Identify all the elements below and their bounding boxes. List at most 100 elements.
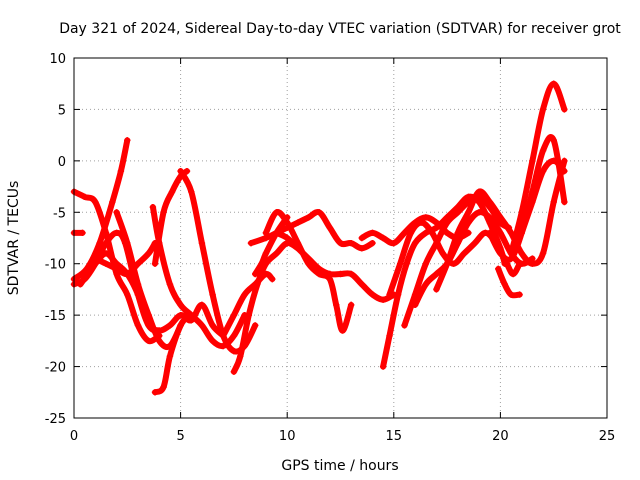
data-point-marker bbox=[379, 296, 387, 303]
data-point-marker bbox=[347, 270, 355, 278]
x-tick-label: 5 bbox=[176, 429, 184, 444]
y-tick-label: -15 bbox=[45, 309, 66, 324]
y-tick-label: -20 bbox=[45, 361, 66, 376]
data-point-marker bbox=[550, 80, 557, 87]
data-point-marker bbox=[516, 291, 523, 298]
data-point-marker bbox=[422, 229, 429, 237]
data-point-marker bbox=[160, 383, 167, 391]
data-point-marker bbox=[539, 147, 547, 154]
data-point-marker bbox=[497, 214, 504, 221]
data-point-marker bbox=[411, 301, 419, 309]
data-point-marker bbox=[450, 260, 457, 267]
tick-label-layer: 0 5 10 15 20 25 -25 -20 -15 -10 -5 0 5 10 bbox=[45, 52, 616, 444]
series-line bbox=[262, 209, 355, 334]
x-tick-label: 0 bbox=[70, 429, 78, 444]
data-point-marker bbox=[209, 337, 216, 345]
data-point-marker bbox=[166, 281, 174, 288]
data-point-marker bbox=[394, 291, 402, 298]
data-point-marker bbox=[273, 250, 280, 257]
y-tick-label: -5 bbox=[53, 206, 66, 221]
data-point-marker bbox=[433, 239, 440, 247]
data-point-marker bbox=[252, 270, 259, 278]
data-point-marker bbox=[305, 255, 312, 262]
data-point-marker bbox=[145, 337, 152, 345]
data-point-marker bbox=[273, 209, 280, 216]
data-point-marker bbox=[315, 209, 323, 216]
data-point-marker bbox=[358, 245, 366, 252]
data-point-marker bbox=[273, 229, 280, 237]
y-tick-label: 5 bbox=[58, 103, 66, 118]
data-point-marker bbox=[379, 234, 387, 242]
data-point-marker bbox=[550, 198, 557, 206]
data-point-marker bbox=[102, 260, 110, 267]
data-point-marker bbox=[77, 281, 84, 288]
data-point-marker bbox=[247, 239, 255, 247]
data-point-marker bbox=[177, 167, 184, 175]
data-point-marker bbox=[561, 198, 568, 206]
data-point-marker bbox=[454, 209, 461, 216]
data-point-marker bbox=[460, 250, 468, 257]
tick-layer bbox=[73, 57, 608, 419]
series-sat-b bbox=[70, 137, 131, 283]
data-point-marker bbox=[230, 311, 238, 319]
data-point-marker bbox=[252, 322, 259, 329]
data-point-marker bbox=[160, 209, 167, 216]
data-point-marker bbox=[443, 219, 451, 226]
x-tick-label: 10 bbox=[279, 429, 296, 444]
data-point-marker bbox=[507, 250, 515, 257]
data-point-marker bbox=[497, 229, 504, 237]
data-point-marker bbox=[339, 327, 346, 334]
data-point-marker bbox=[347, 301, 355, 309]
data-point-marker bbox=[439, 250, 447, 257]
data-point-marker bbox=[386, 291, 393, 298]
series-sat-n bbox=[220, 270, 276, 339]
data-point-marker bbox=[183, 167, 191, 175]
data-point-marker bbox=[379, 363, 387, 370]
data-point-marker bbox=[294, 245, 302, 252]
series-sat-w bbox=[433, 157, 568, 293]
data-point-marker bbox=[151, 260, 159, 267]
series-sat-aa bbox=[518, 157, 568, 237]
chart-title: Day 321 of 2024, Sidereal Day-to-day VTE… bbox=[59, 21, 621, 37]
data-point-marker bbox=[326, 270, 334, 278]
data-point-marker bbox=[305, 214, 312, 221]
data-point-marker bbox=[433, 286, 440, 293]
y-axis-label: SDTVAR / TECUs bbox=[6, 181, 22, 296]
data-point-marker bbox=[284, 219, 291, 226]
data-point-marker bbox=[269, 275, 276, 283]
data-point-marker bbox=[102, 250, 110, 257]
data-point-marker bbox=[149, 203, 157, 211]
data-point-marker bbox=[134, 322, 142, 329]
data-point-marker bbox=[166, 322, 174, 329]
data-point-marker bbox=[337, 270, 344, 278]
data-point-marker bbox=[529, 260, 536, 267]
series-sat-q bbox=[273, 229, 397, 303]
series-line bbox=[495, 265, 523, 299]
data-point-marker bbox=[262, 270, 270, 278]
data-point-marker bbox=[428, 229, 436, 237]
data-point-marker bbox=[403, 260, 410, 267]
data-point-marker bbox=[418, 219, 425, 226]
data-point-marker bbox=[124, 270, 131, 278]
series-layer bbox=[70, 80, 568, 396]
data-point-marker bbox=[475, 209, 483, 216]
data-point-marker bbox=[198, 301, 206, 309]
data-point-marker bbox=[156, 337, 163, 345]
data-point-marker bbox=[96, 239, 103, 247]
data-point-marker bbox=[209, 322, 216, 329]
data-point-marker bbox=[145, 250, 152, 257]
data-point-marker bbox=[509, 270, 517, 278]
data-point-marker bbox=[134, 260, 142, 267]
data-point-marker bbox=[198, 322, 206, 329]
x-tick-label: 15 bbox=[386, 429, 403, 444]
series-sat-d bbox=[70, 229, 86, 237]
data-point-marker bbox=[529, 198, 536, 206]
data-point-marker bbox=[315, 265, 323, 273]
data-point-marker bbox=[113, 265, 120, 273]
data-point-marker bbox=[92, 198, 99, 206]
data-point-marker bbox=[347, 239, 355, 247]
data-point-marker bbox=[561, 106, 568, 113]
data-point-marker bbox=[124, 239, 131, 247]
data-point-marker bbox=[422, 281, 429, 288]
data-point-marker bbox=[486, 198, 493, 206]
